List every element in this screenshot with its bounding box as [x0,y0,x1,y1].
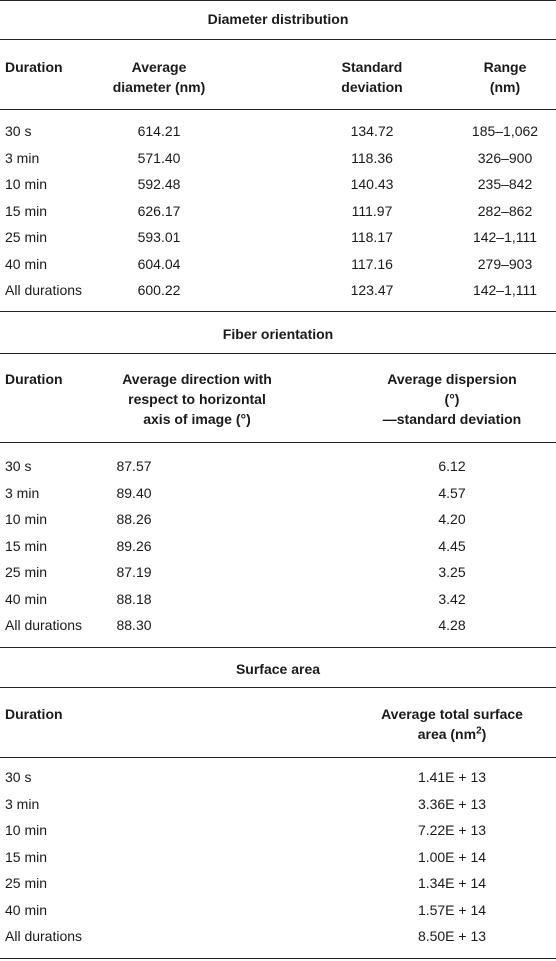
section-title-surface: Surface area [235,661,321,677]
cell-average-surface-area: 1.34E + 14 [417,875,487,891]
table-rule [0,442,556,443]
cell-average-diameter: 592.48 [137,176,181,192]
header-text: area (nm [417,726,477,742]
header-average-surface-area: Average total surface area (nm2) [381,704,523,744]
cell-duration: 30 s [5,769,32,785]
cell-duration: 10 min [5,822,48,838]
cell-average-direction: 87.57 [116,458,152,474]
cell-duration: 3 min [5,149,40,166]
cell-duration: 40 min [5,901,48,918]
cell-standard-deviation: 117.16 [351,255,393,272]
cell-duration: 25 min [5,564,48,580]
cell-duration: 30 s [5,123,32,139]
cell-standard-deviation: 134.72 [350,123,394,139]
cell-standard-deviation: 118.36 [351,149,393,166]
cell-average-direction: 88.30 [116,617,152,633]
cell-duration: 3 min [5,484,40,501]
cell-average-surface-area: 1.00E + 14 [417,848,487,865]
header-duration: Duration [5,59,63,75]
cell-average-dispersion: 4.20 [438,511,466,527]
cell-average-diameter: 600.22 [137,282,181,298]
section-title-orientation: Fiber orientation [222,326,334,342]
cell-range: 235–842 [477,176,533,192]
header-line: Average total surface [381,706,523,722]
cell-duration: 25 min [5,229,48,245]
cell-duration: All durations [5,617,83,633]
cell-duration: All durations [5,282,83,298]
cell-duration: 25 min [5,875,48,891]
cell-standard-deviation: 118.17 [351,229,393,245]
cell-average-surface-area: 1.41E + 13 [417,769,487,785]
header-average-dispersion: Average dispersion (°) —standard deviati… [382,371,522,427]
header-average-direction: Average direction with respect to horizo… [122,371,272,427]
header-text: ) [481,726,487,742]
cell-duration: 3 min [5,795,40,812]
cell-range: 185–1,062 [471,123,539,139]
table-rule [0,687,556,688]
header-duration: Duration [5,706,63,722]
cell-average-direction: 89.26 [116,537,152,554]
header-line: area (nm2) [381,724,523,744]
cell-average-diameter: 593.01 [137,229,181,245]
cell-average-surface-area: 8.50E + 13 [417,928,487,944]
cell-average-direction: 88.18 [116,590,152,607]
cell-standard-deviation: 123.47 [350,282,394,298]
cell-range: 282–862 [477,202,533,219]
cell-duration: 15 min [5,537,48,554]
cell-average-direction: 88.26 [116,511,152,527]
cell-average-direction: 89.40 [116,484,152,501]
cell-average-diameter: 614.21 [137,123,181,139]
header-average-diameter: Average diameter (nm) [112,59,206,95]
table-rule [0,311,556,312]
cell-average-surface-area: 7.22E + 13 [417,822,487,838]
cell-average-dispersion: 4.45 [438,537,466,554]
table-rule [0,958,556,959]
cell-duration: 40 min [5,590,48,607]
cell-standard-deviation: 111.97 [351,202,393,219]
section-title-diameter: Diameter distribution [207,11,349,27]
cell-duration: 30 s [5,458,32,474]
cell-duration: 15 min [5,202,48,219]
header-range: Range (nm) [483,59,527,95]
table-rule [0,109,556,110]
cell-average-diameter: 604.04 [137,255,181,272]
cell-average-dispersion: 6.12 [438,458,466,474]
cell-average-surface-area: 1.57E + 14 [417,901,487,918]
cell-duration: 40 min [5,255,48,272]
table-rule [0,757,556,758]
cell-average-surface-area: 3.36E + 13 [417,795,487,812]
cell-average-diameter: 626.17 [137,202,181,219]
cell-average-dispersion: 4.57 [438,484,466,501]
cell-duration: All durations [5,928,83,944]
table-rule [0,353,556,354]
header-duration: Duration [5,371,63,387]
table-rule [0,647,556,648]
superscript: 2 [476,725,482,737]
cell-range: 326–900 [477,149,533,166]
cell-average-dispersion: 4.28 [438,617,466,633]
cell-average-dispersion: 3.42 [438,590,466,607]
cell-duration: 10 min [5,511,48,527]
cell-range: 142–1,111 [472,229,538,245]
cell-standard-deviation: 140.43 [350,176,394,192]
cell-average-direction: 87.19 [116,564,152,580]
table-rule [0,0,556,1]
cell-duration: 10 min [5,176,48,192]
cell-range: 142–1,111 [472,282,538,298]
cell-range: 279–903 [477,255,533,272]
cell-duration: 15 min [5,848,48,865]
cell-average-diameter: 571.40 [137,149,181,166]
header-standard-deviation: Standard deviation [341,59,403,95]
table-rule [0,39,556,40]
cell-average-dispersion: 3.25 [438,564,466,580]
